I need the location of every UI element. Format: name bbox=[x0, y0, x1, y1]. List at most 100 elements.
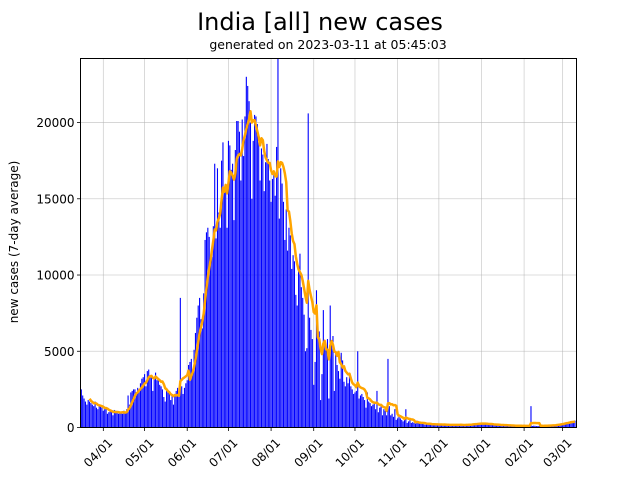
bar bbox=[119, 413, 121, 428]
bar bbox=[342, 360, 344, 428]
x-tick-label: 03/01 bbox=[540, 436, 574, 470]
bar bbox=[256, 124, 258, 428]
bar bbox=[487, 424, 489, 428]
bar bbox=[494, 424, 496, 428]
bar bbox=[100, 406, 102, 428]
bar bbox=[430, 424, 432, 428]
bar bbox=[174, 393, 176, 428]
bar bbox=[419, 423, 421, 428]
bar bbox=[474, 424, 476, 428]
bar bbox=[380, 406, 382, 428]
bar bbox=[388, 406, 390, 428]
bar bbox=[248, 101, 250, 428]
bar bbox=[502, 425, 505, 428]
bar bbox=[270, 201, 272, 428]
bar bbox=[379, 407, 381, 428]
bar bbox=[454, 425, 456, 428]
bar bbox=[450, 425, 452, 428]
y-tick-label: 0 bbox=[67, 421, 75, 435]
bar bbox=[194, 332, 197, 428]
bar bbox=[358, 398, 360, 428]
bar bbox=[137, 387, 139, 428]
bar bbox=[249, 122, 252, 428]
bar bbox=[335, 354, 337, 428]
bar bbox=[212, 226, 214, 428]
bar bbox=[399, 418, 401, 428]
bar bbox=[216, 168, 219, 428]
x-tick-label: 05/01 bbox=[122, 436, 156, 470]
bar bbox=[80, 389, 82, 428]
average-line-group bbox=[88, 109, 576, 428]
bar bbox=[207, 227, 209, 428]
bar bbox=[568, 421, 571, 428]
bar bbox=[347, 383, 349, 428]
bar bbox=[97, 409, 99, 428]
bar bbox=[482, 423, 484, 428]
bar bbox=[493, 424, 495, 428]
bar bbox=[446, 425, 448, 428]
bar bbox=[149, 377, 151, 428]
bar bbox=[299, 253, 301, 428]
bar bbox=[414, 423, 417, 428]
bar bbox=[369, 403, 371, 428]
bar bbox=[479, 423, 481, 428]
bar bbox=[402, 421, 404, 428]
bar bbox=[138, 390, 140, 428]
bar bbox=[124, 412, 126, 428]
bar bbox=[391, 413, 393, 428]
bar bbox=[361, 393, 363, 428]
bar bbox=[442, 424, 444, 428]
bar bbox=[218, 212, 220, 428]
bar bbox=[394, 409, 396, 428]
bar bbox=[346, 377, 348, 428]
bar bbox=[145, 386, 147, 428]
bar bbox=[214, 163, 216, 428]
bar bbox=[150, 375, 153, 428]
bar bbox=[166, 387, 168, 428]
bar bbox=[357, 351, 359, 428]
bar bbox=[427, 423, 429, 428]
bar bbox=[112, 415, 114, 428]
bar bbox=[333, 390, 335, 428]
bar bbox=[192, 369, 194, 428]
bar bbox=[115, 410, 117, 428]
bar bbox=[500, 425, 502, 428]
bar bbox=[336, 364, 338, 428]
bar bbox=[93, 406, 95, 428]
bar bbox=[366, 392, 368, 428]
bar bbox=[304, 351, 307, 428]
bar bbox=[438, 424, 440, 428]
bar bbox=[475, 423, 477, 428]
bar bbox=[401, 419, 403, 428]
bar bbox=[328, 398, 330, 428]
bar bbox=[245, 76, 247, 428]
bar bbox=[313, 384, 315, 428]
bar bbox=[98, 404, 100, 428]
bar bbox=[353, 393, 355, 428]
bar bbox=[219, 227, 221, 428]
bar bbox=[531, 425, 533, 428]
bar bbox=[95, 407, 98, 428]
bar bbox=[306, 348, 308, 428]
bar bbox=[120, 412, 122, 428]
x-tick-label: 02/01 bbox=[502, 436, 536, 470]
bar bbox=[315, 290, 318, 428]
bar bbox=[533, 425, 535, 428]
bar bbox=[413, 422, 415, 428]
bar bbox=[377, 412, 379, 428]
bar bbox=[368, 401, 370, 428]
bar bbox=[104, 409, 106, 428]
bar bbox=[266, 143, 268, 428]
bar bbox=[126, 409, 128, 428]
bar bbox=[123, 410, 125, 428]
bar bbox=[538, 425, 540, 428]
bar bbox=[403, 418, 406, 428]
bar bbox=[397, 418, 399, 428]
bar bbox=[318, 331, 320, 428]
bar bbox=[230, 169, 232, 428]
x-tick-label: 11/01 bbox=[375, 436, 409, 470]
bar bbox=[181, 386, 183, 428]
x-tick-label: 12/01 bbox=[417, 436, 451, 470]
bar bbox=[269, 180, 271, 428]
